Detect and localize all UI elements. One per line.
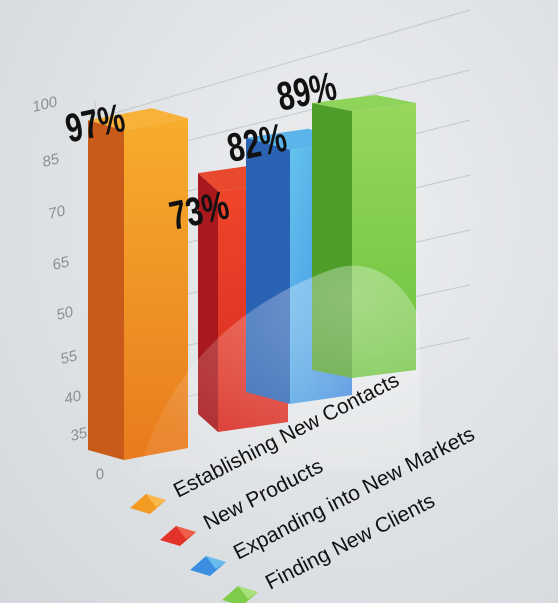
legend-swatch-highlight [176, 526, 196, 539]
y-tick-label: 70 [47, 202, 68, 223]
bar-top-face [88, 108, 188, 131]
bar-top-face [312, 95, 416, 111]
y-tick-label: 100 [31, 93, 60, 116]
bar-1 [88, 108, 188, 460]
y-tick-label: 50 [55, 303, 76, 324]
legend-swatch [190, 556, 226, 576]
legend-swatch-highlight [146, 494, 166, 507]
y-tick-label: 0 [94, 465, 107, 484]
y-tick-label: 85 [41, 150, 62, 171]
y-tick-labels: 0 35 40 55 50 65 70 85 100 [31, 93, 107, 484]
legend-swatch-highlight [206, 556, 226, 569]
legend-swatch-highlight [238, 586, 258, 599]
y-tick-label: 55 [59, 347, 80, 368]
bar-side-face [88, 120, 124, 460]
legend-swatch [160, 526, 196, 546]
gridline-0 [107, 9, 471, 116]
y-tick-label: 40 [63, 387, 84, 408]
y-tick-label: 65 [51, 253, 72, 274]
y-tick-label: 35 [69, 424, 90, 445]
legend-swatch [130, 494, 166, 514]
bar-front-face [124, 118, 188, 460]
